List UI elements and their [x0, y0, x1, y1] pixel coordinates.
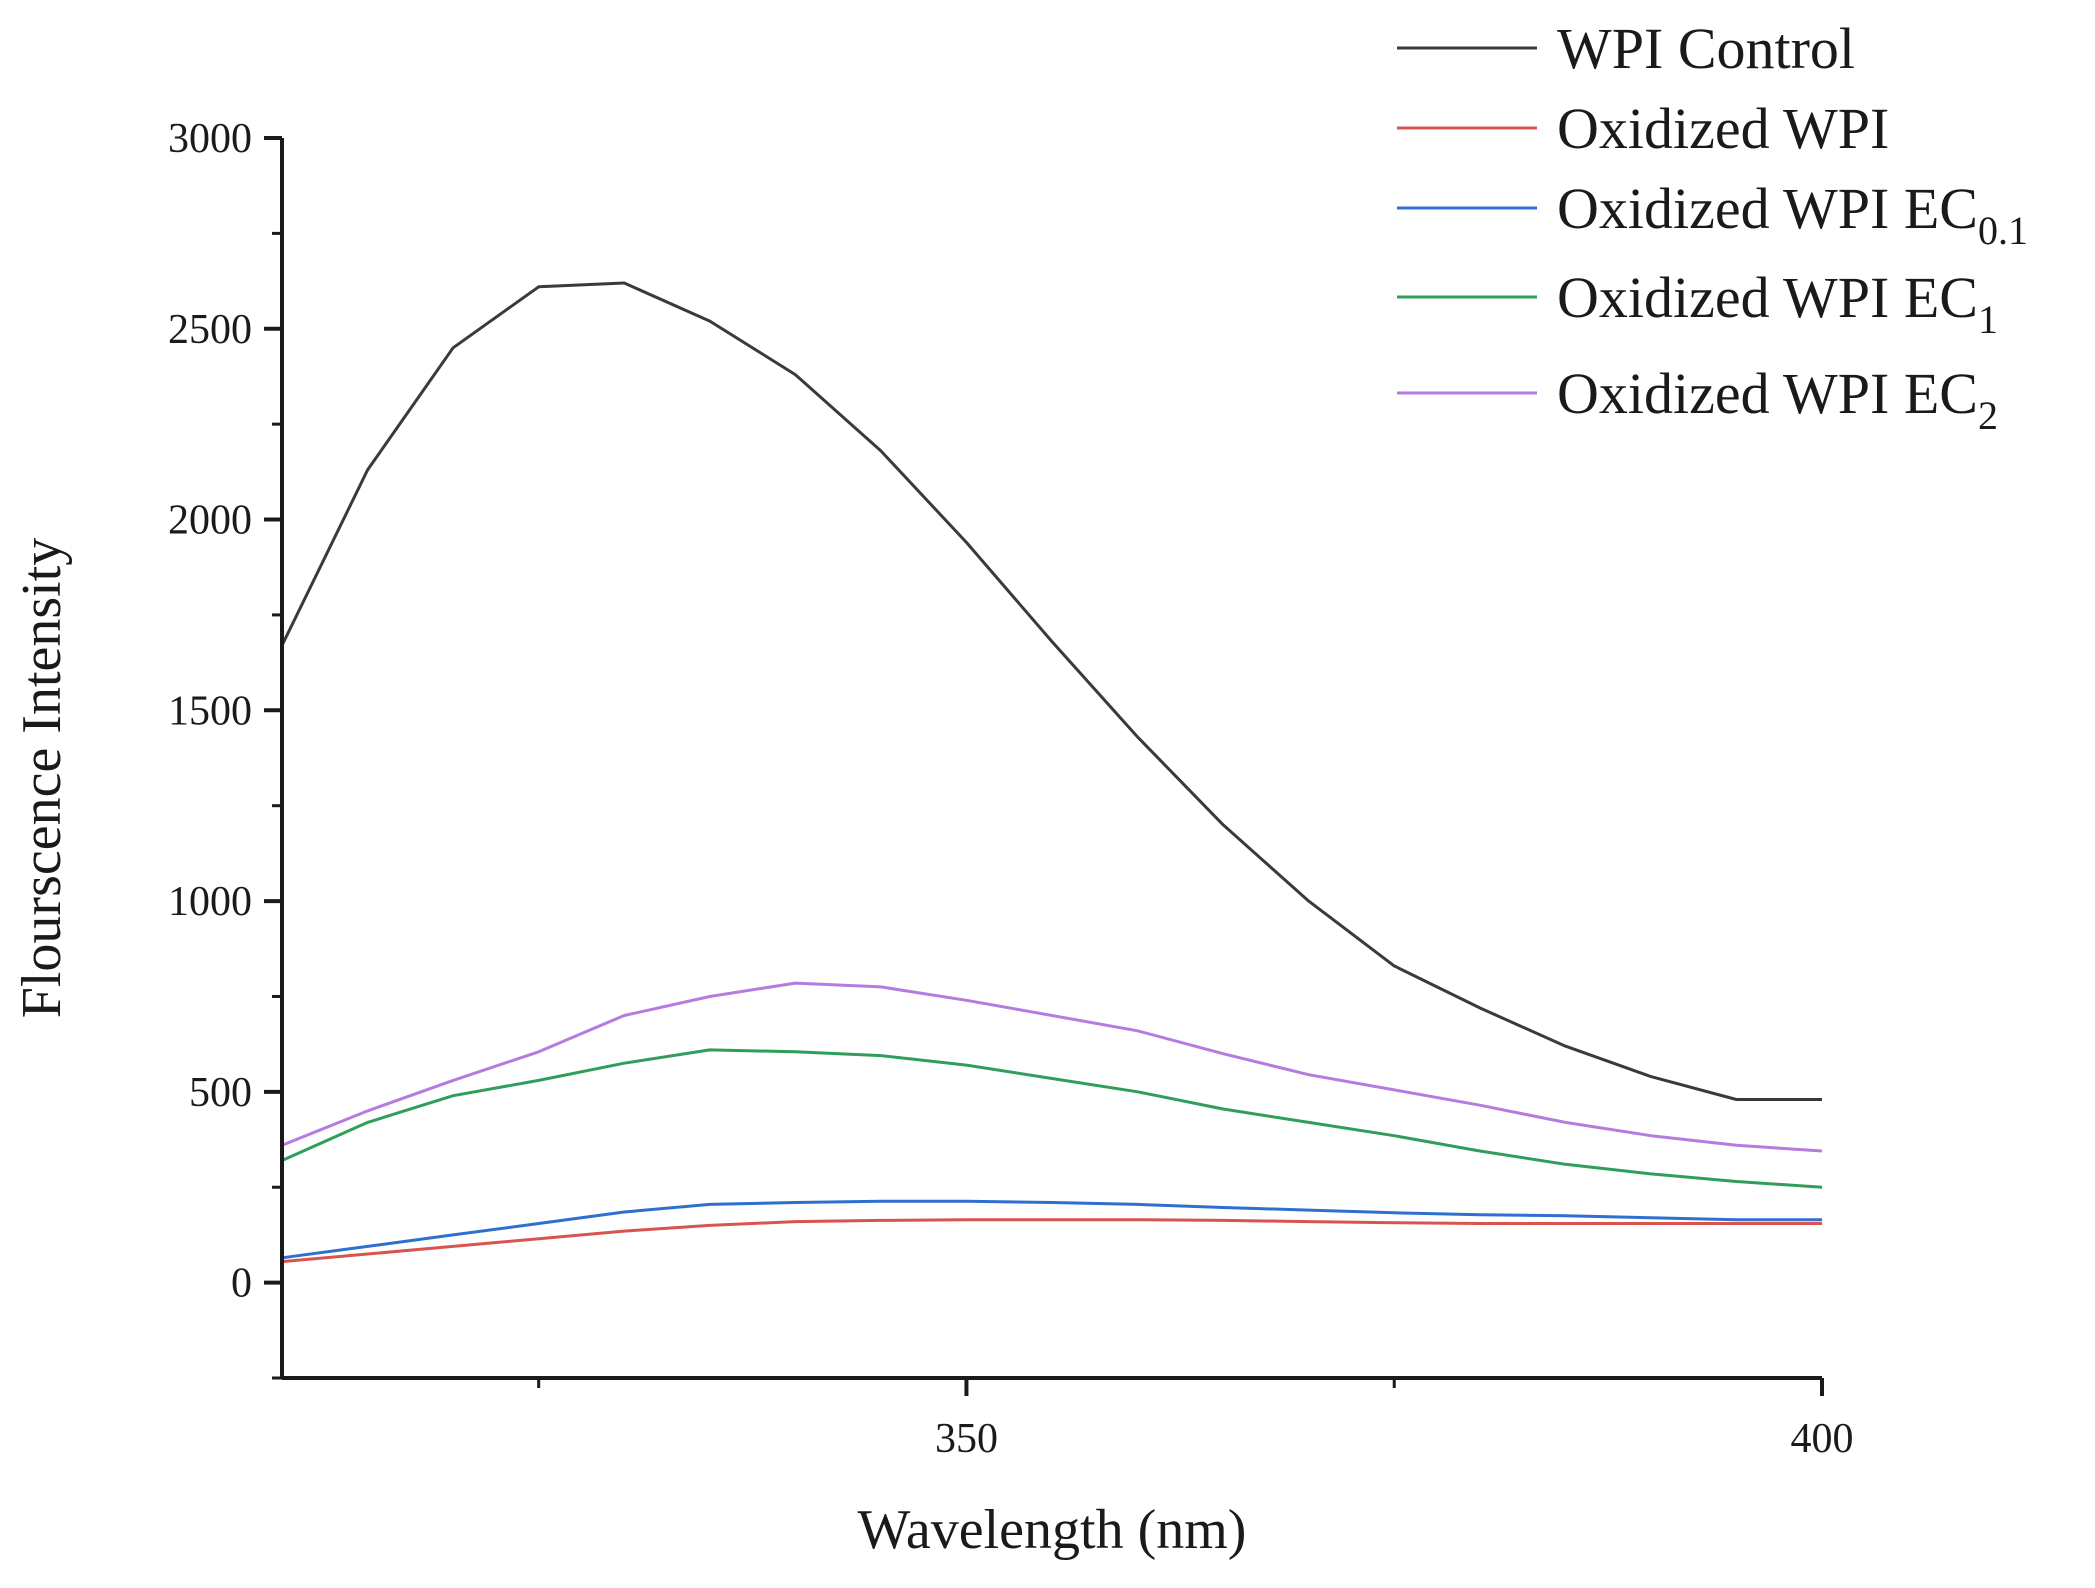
legend-item-3: Oxidized WPI EC1	[1397, 265, 1998, 342]
legend-label-subscript: 2	[1978, 393, 1998, 438]
y-tick-label-2000: 2000	[168, 498, 252, 544]
y-tick-label-2500: 2500	[168, 307, 252, 353]
series-line-4	[281, 981, 1823, 1153]
legend-label-2: Oxidized WPI EC0.1	[1557, 176, 2028, 253]
y-axis-title: Flourscence Intensity	[11, 538, 73, 1019]
y-tick-label-500: 500	[189, 1070, 252, 1116]
legend-label-0: WPI Control	[1557, 16, 1855, 81]
legend-item-1: Oxidized WPI	[1397, 96, 1889, 161]
series-line-0	[280, 281, 1822, 1101]
legend-label-subscript: 1	[1978, 297, 1998, 342]
legend-label-main: Oxidized WPI	[1557, 96, 1889, 161]
series-line-1	[281, 1218, 1822, 1264]
y-tick-label-1500: 1500	[168, 688, 252, 734]
x-tick-label-400: 400	[1791, 1416, 1854, 1462]
y-tick-label-1000: 1000	[168, 879, 252, 925]
legend-label-main: Oxidized WPI EC	[1557, 361, 1978, 426]
legend-label-subscript: 0.1	[1978, 208, 2028, 253]
legend-label-4: Oxidized WPI EC2	[1557, 361, 1998, 438]
x-axis-title: Wavelength (nm)	[858, 1499, 1247, 1561]
x-axis-ticks: 350 400	[537, 1378, 1854, 1462]
legend-label-3: Oxidized WPI EC1	[1557, 265, 1998, 342]
series-layer	[280, 281, 1823, 1264]
legend-label-1: Oxidized WPI	[1557, 96, 1889, 161]
series-line-2	[281, 1199, 1822, 1260]
legend-label-main: WPI Control	[1557, 16, 1855, 81]
series-line-3	[281, 1048, 1823, 1189]
x-tick-label-350: 350	[935, 1416, 998, 1462]
plot-area: 0 500 1000 1500 2000 2500 3000 350 400	[168, 116, 1854, 1462]
y-tick-label-3000: 3000	[168, 116, 252, 162]
y-axis-ticks: 0 500 1000 1500 2000 2500 3000	[168, 116, 282, 1380]
legend-item-2: Oxidized WPI EC0.1	[1397, 176, 2028, 253]
legend-label-main: Oxidized WPI EC	[1557, 265, 1978, 330]
y-tick-label-0: 0	[231, 1261, 252, 1307]
legend-item-4: Oxidized WPI EC2	[1397, 361, 1998, 438]
legend-item-0: WPI Control	[1397, 16, 1855, 81]
legend-label-main: Oxidized WPI EC	[1557, 176, 1978, 241]
